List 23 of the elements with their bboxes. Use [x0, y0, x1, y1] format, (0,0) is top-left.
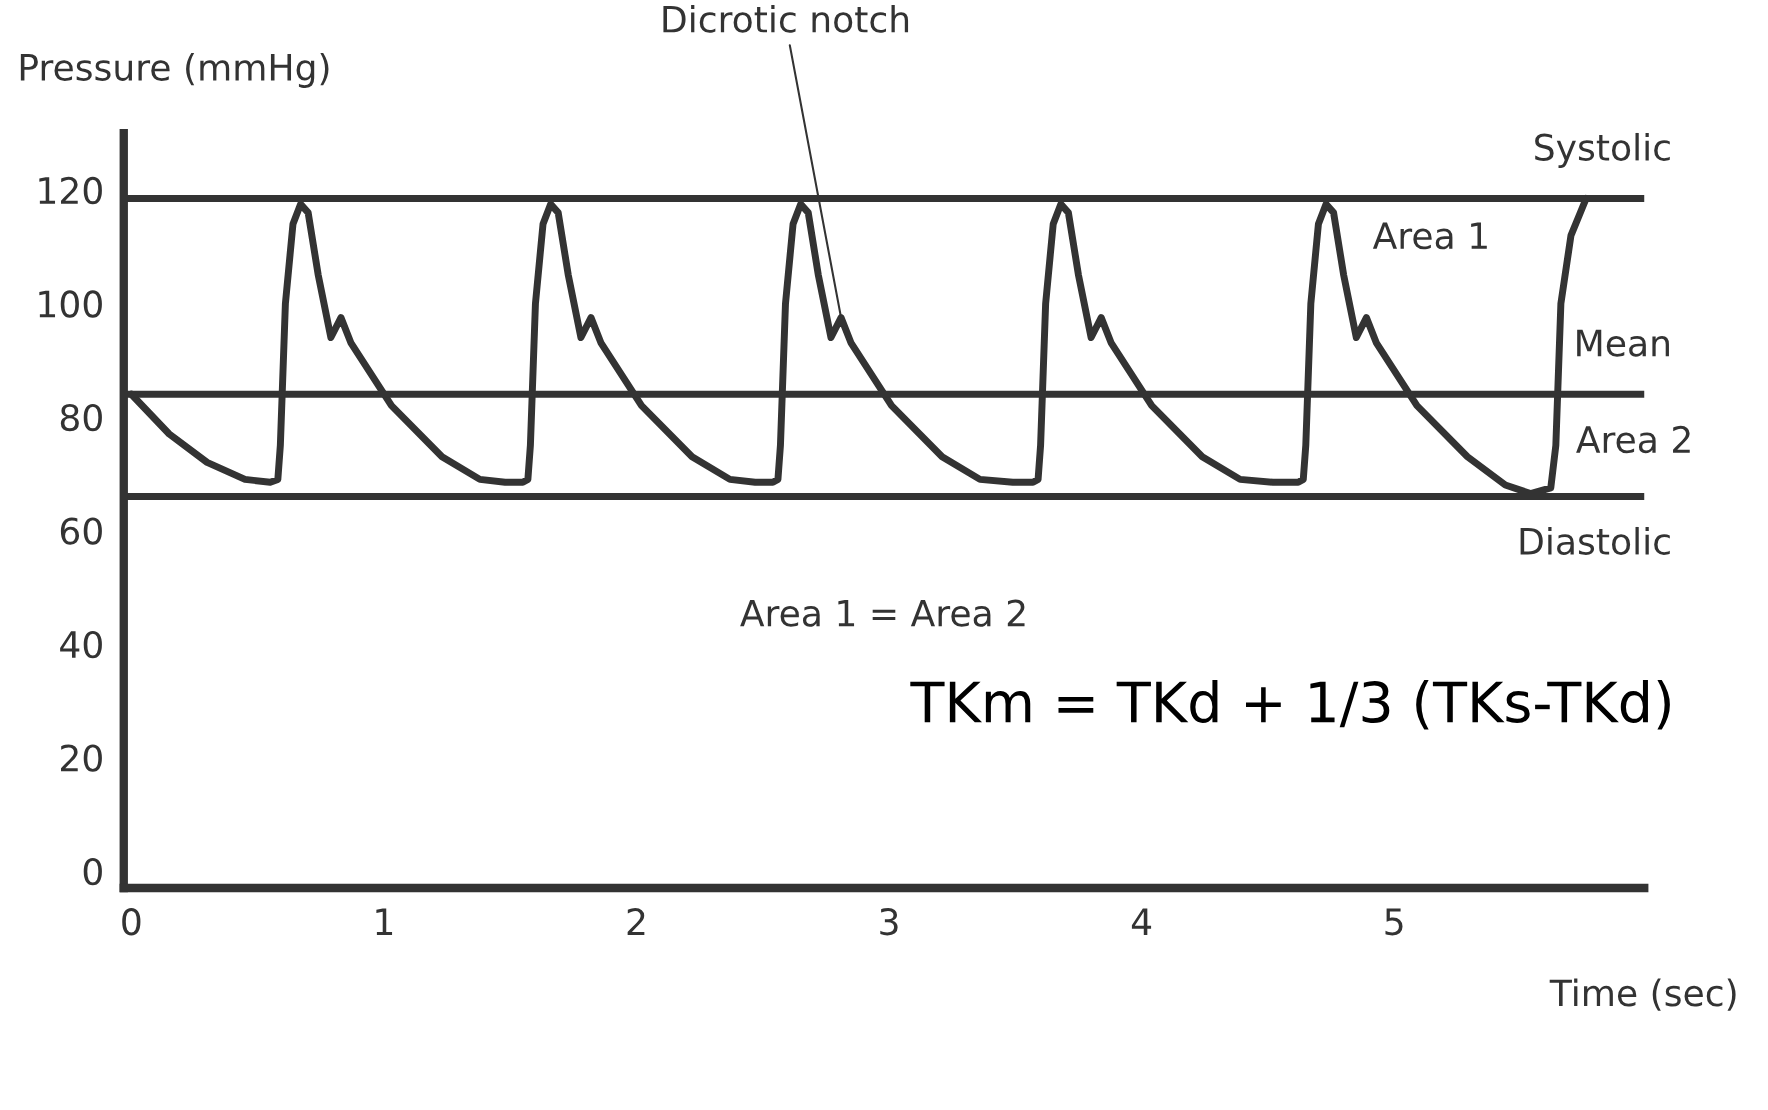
y-axis-title: Pressure (mmHg) [20, 53, 329, 88]
y-tick-label: 40 [60, 630, 102, 659]
ref-line-label: Diastolic [1520, 526, 1670, 555]
x-tick-label: 1 [376, 908, 393, 935]
x-tick-label: 5 [1385, 908, 1403, 936]
ref-line-label: Systolic [1535, 132, 1670, 168]
ref-line-label: Mean [1577, 329, 1669, 357]
x-tick-label: 2 [627, 908, 645, 935]
annotation: Area 1 = Area 2 [740, 599, 1025, 627]
y-tick-label: 20 [61, 744, 102, 772]
x-tick-label: 4 [1131, 908, 1152, 935]
y-tick-label: 100 [39, 290, 102, 318]
x-axis-title: Time (sec) [1549, 978, 1736, 1011]
x-tick-label: 3 [880, 908, 898, 936]
annotation: TKm = TKd + 1/3 (TKs-TKd) [910, 679, 1670, 730]
y-tick-label: 120 [39, 176, 102, 205]
y-tick-label: 0 [83, 857, 102, 886]
y-tick-label: 60 [60, 517, 102, 545]
x-tick-label: 0 [122, 908, 141, 936]
annotation: Area 1 [1372, 222, 1487, 250]
annotation: Area 2 [1576, 425, 1690, 454]
y-tick-label: 80 [60, 403, 102, 432]
annotation: Dicrotic notch [663, 4, 909, 33]
